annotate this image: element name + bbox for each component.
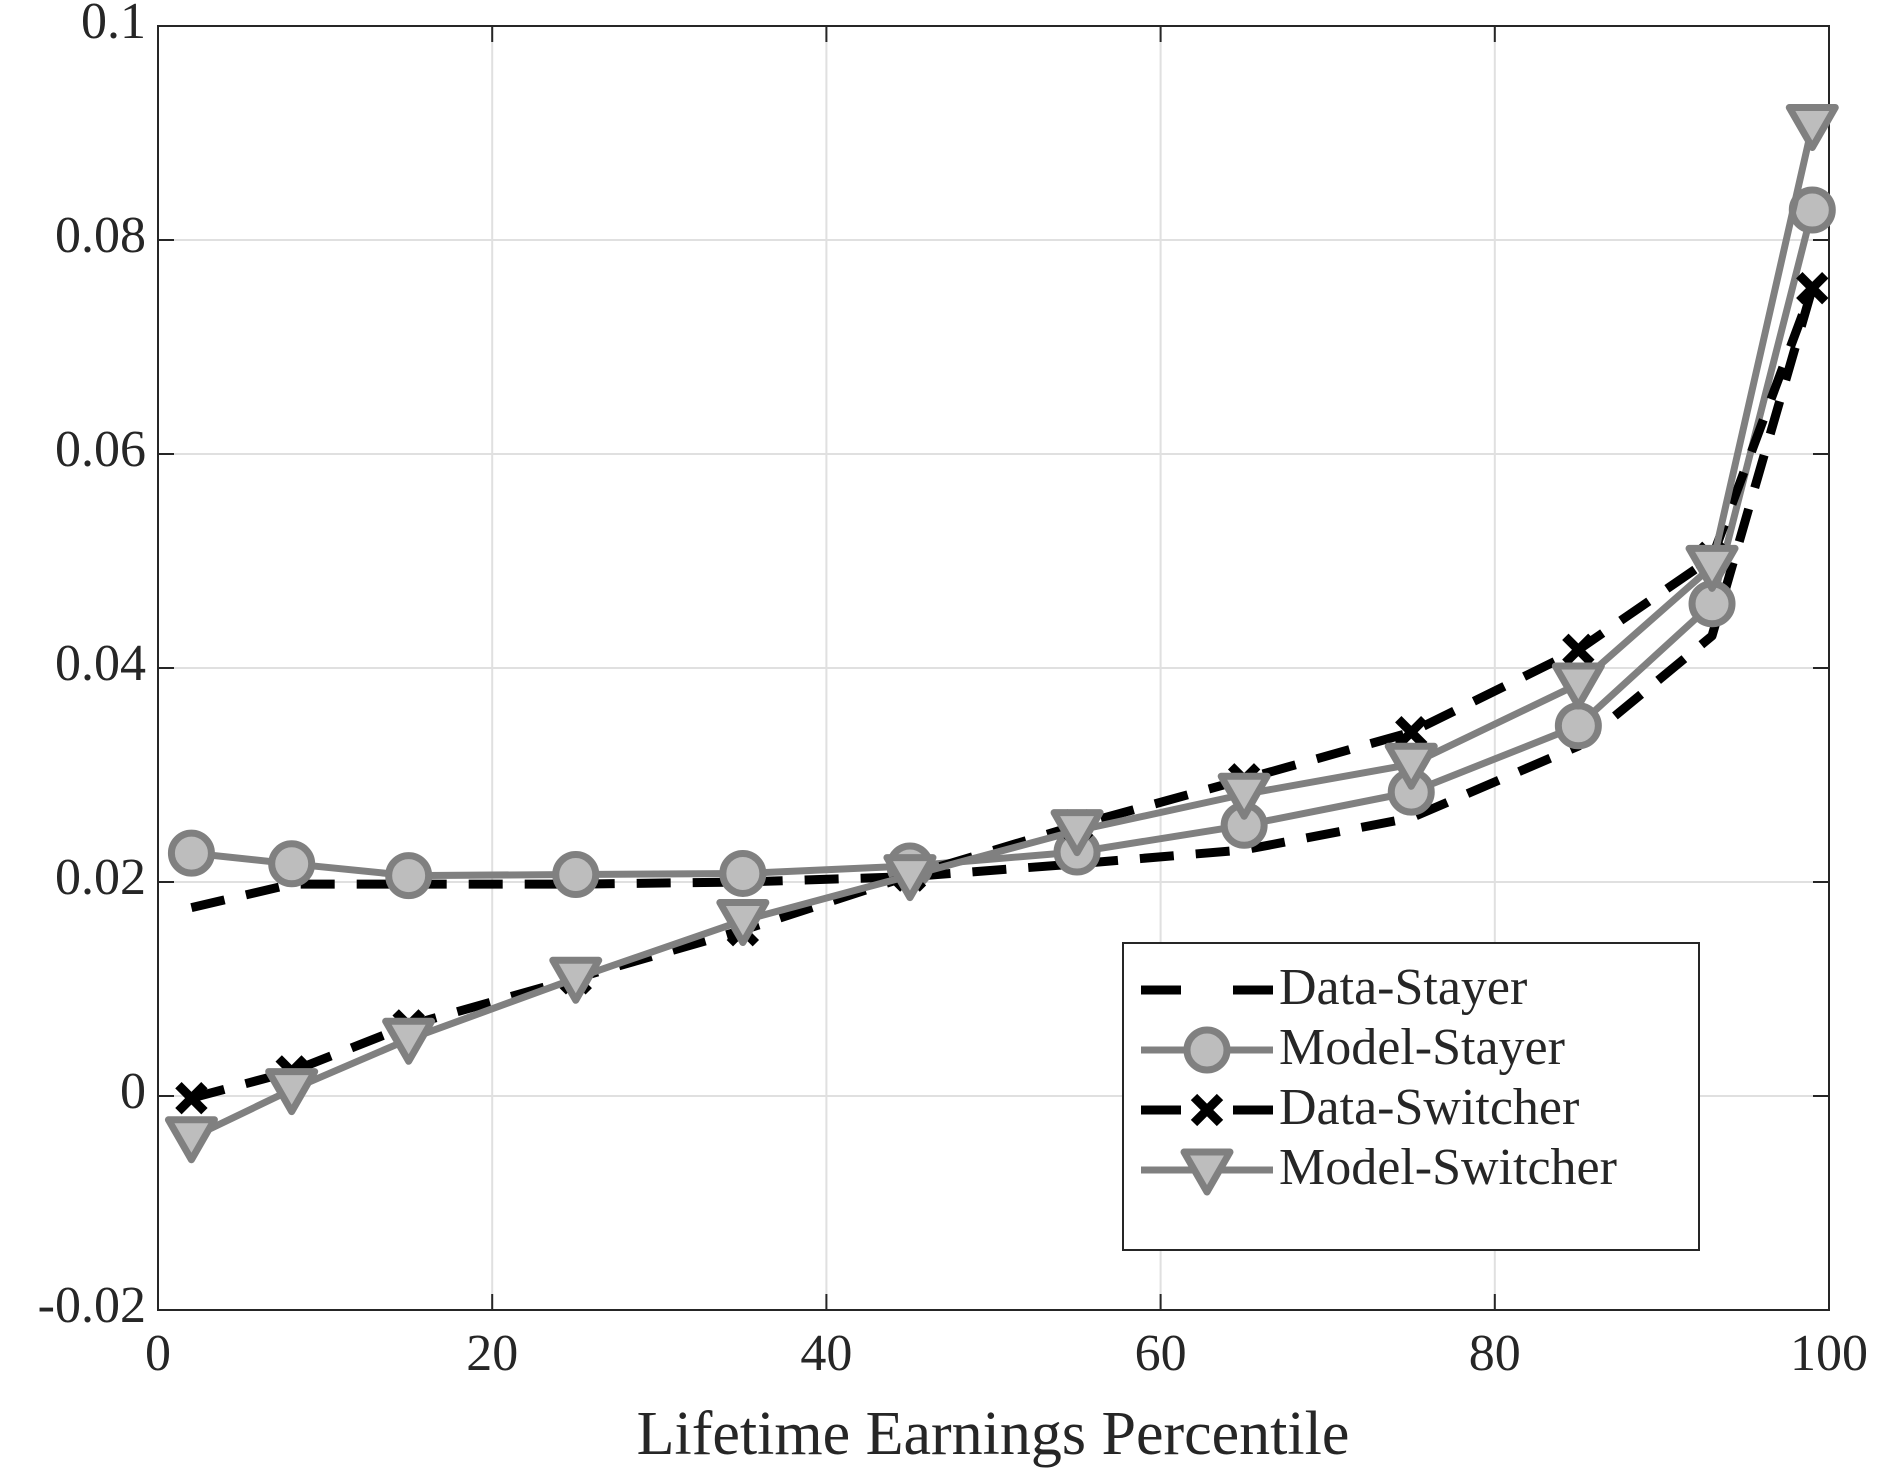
- x-tick-label: 100: [1790, 1325, 1868, 1382]
- legend-marker: [1183, 1026, 1231, 1074]
- y-tick-label: 0.02: [55, 849, 146, 906]
- y-tick-label: 0.04: [55, 635, 146, 692]
- data-point: [549, 956, 603, 1004]
- data-point: [268, 840, 316, 888]
- data-point: [1217, 772, 1271, 820]
- data-point: [1554, 702, 1602, 750]
- data-point: [1384, 742, 1438, 790]
- legend-label: Model-Switcher: [1279, 1139, 1617, 1196]
- x-tick-label: 0: [145, 1325, 171, 1382]
- data-point: [1562, 633, 1595, 666]
- data-point: [1685, 544, 1739, 592]
- y-tick-label: 0.08: [55, 207, 146, 264]
- data-point: [883, 854, 937, 902]
- data-point: [265, 1068, 319, 1116]
- x-axis-label: Lifetime Earnings Percentile: [637, 1400, 1350, 1468]
- data-point: [1395, 716, 1428, 749]
- x-tick-label: 20: [466, 1325, 518, 1382]
- data-point: [1785, 104, 1839, 152]
- legend: Data-StayerModel-StayerData-SwitcherMode…: [1122, 942, 1700, 1251]
- x-tick-label: 80: [1469, 1325, 1521, 1382]
- data-point: [1796, 271, 1829, 305]
- data-point: [382, 1017, 436, 1065]
- data-point: [719, 849, 767, 897]
- y-tick-label: -0.02: [38, 1277, 146, 1334]
- x-tick-label: 40: [800, 1325, 852, 1382]
- data-point: [385, 852, 433, 900]
- x-tick-label: 60: [1135, 1325, 1187, 1382]
- data-point: [1551, 662, 1605, 710]
- data-point: [175, 1081, 208, 1115]
- data-point: [167, 829, 215, 877]
- legend-label: Model-Stayer: [1279, 1019, 1565, 1076]
- y-tick-label: 0: [120, 1063, 146, 1120]
- data-point: [552, 851, 600, 899]
- plot-frame: [157, 25, 1830, 1311]
- y-tick-label: 0.1: [81, 0, 146, 50]
- legend-label: Data-Switcher: [1279, 1079, 1579, 1136]
- legend-marker: [1180, 1148, 1234, 1196]
- data-point: [164, 1116, 218, 1164]
- legend-marker: [1190, 1093, 1224, 1127]
- data-point: [716, 899, 770, 947]
- data-point: [1050, 809, 1104, 857]
- legend-label: Data-Stayer: [1279, 959, 1527, 1016]
- y-tick-label: 0.06: [55, 421, 146, 478]
